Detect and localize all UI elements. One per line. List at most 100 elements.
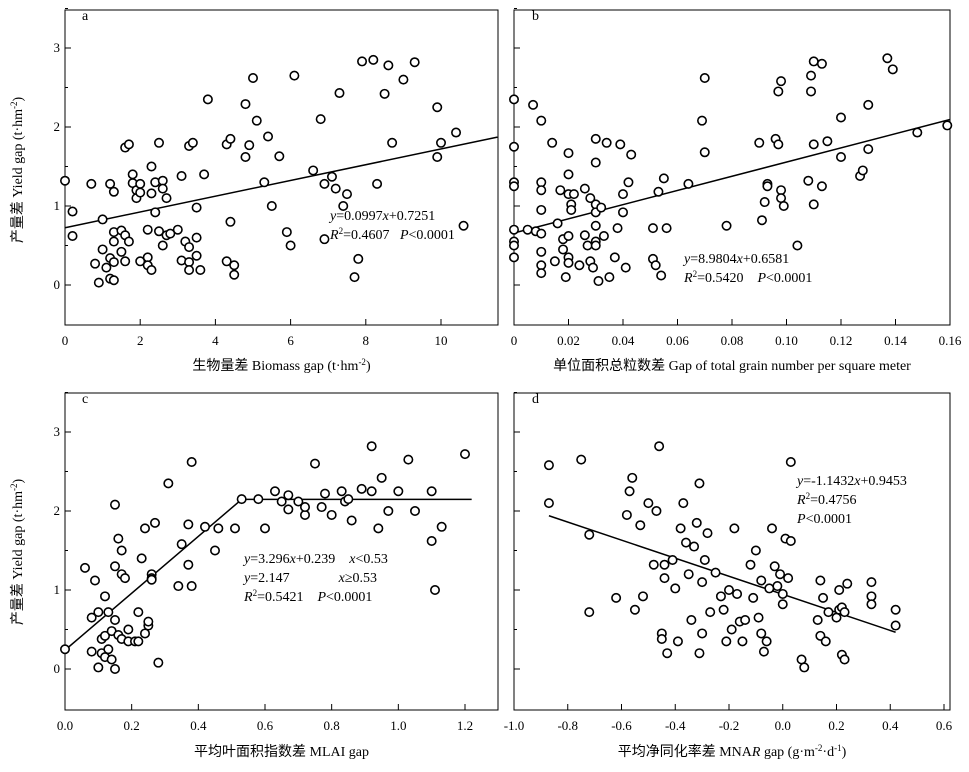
x-tick-label: 2 [137, 333, 144, 348]
data-point [289, 70, 300, 81]
data-point [409, 57, 420, 68]
panel-c: 0 1 2 3 0.0 0.2 0.4 0.6 0.8 1.0 1.2 c 平均叶面积指数差 MLAI … [9, 392, 499, 760]
data-point [697, 628, 708, 639]
data-point [281, 227, 292, 238]
y-ticks [514, 8, 520, 286]
data-point [656, 270, 667, 281]
x-tick-label: 6 [287, 333, 294, 348]
data-point [176, 539, 187, 550]
data-point [101, 262, 112, 273]
data-point [543, 498, 554, 509]
data-point [890, 620, 901, 631]
data-point [341, 189, 352, 200]
equation-line: R2=0.5421 P<0.0001 [243, 588, 372, 605]
data-point [815, 575, 826, 586]
regression-line [513, 118, 951, 234]
data-point [103, 607, 114, 618]
data-point [508, 94, 519, 105]
regression-equation: y=-1.1432x+0.9453 R2=0.4756 P<0.0001 [795, 474, 907, 527]
data-point [750, 545, 761, 556]
data-point [584, 607, 595, 618]
data-point [376, 472, 387, 483]
data-point [186, 581, 197, 592]
data-point [762, 181, 773, 192]
x-tick-label: 0.2 [828, 718, 844, 733]
data-point [912, 127, 923, 138]
data-point [756, 215, 767, 226]
y-ticks: 0 1 2 3 [54, 8, 71, 292]
y-tick-label: 2 [54, 119, 61, 134]
data-point [353, 253, 364, 264]
data-point [806, 86, 817, 97]
data-point [699, 73, 710, 84]
data-point [93, 662, 104, 673]
data-point [942, 120, 953, 131]
x-tick-label: -1.0 [504, 718, 525, 733]
data-point [566, 204, 577, 215]
data-point [110, 663, 121, 674]
data-point [93, 607, 104, 618]
data-point [409, 505, 420, 516]
x-tick-label: 0.0 [775, 718, 791, 733]
x-tick-label: 0.8 [324, 718, 340, 733]
data-point [120, 256, 131, 267]
data-point [315, 114, 326, 125]
data-point [176, 170, 187, 181]
data-point [403, 454, 414, 465]
data-point [785, 457, 796, 468]
x-tick-label: 8 [363, 333, 370, 348]
data-point [165, 228, 176, 239]
y-tick-label: 1 [54, 582, 61, 597]
data-point [326, 171, 337, 182]
data-point [783, 573, 794, 584]
x-tick-label: 0.12 [830, 333, 853, 348]
panel-a: 0 1 2 3 0 2 4 6 8 10 a 生物量差 Biomass gap (t·hm-2) 产量差… [9, 8, 499, 374]
data-point [508, 181, 519, 192]
data-point [259, 177, 270, 188]
data-point [792, 240, 803, 251]
data-point [346, 515, 357, 526]
x-axis-label: 平均叶面积指数差 MLAI gap [194, 744, 369, 760]
data-point [549, 256, 560, 267]
x-tick-label: 0.04 [612, 333, 635, 348]
y-axis-label: 产量差 Yield gap (t·hm-2) [9, 97, 26, 244]
data-point [236, 494, 247, 505]
x-ticks: 0 0.02 0.04 0.06 0.08 0.10 0.12 0.14 0.16 [511, 319, 962, 348]
data-point [398, 74, 409, 85]
data-point [319, 234, 330, 245]
data-point [184, 264, 195, 275]
data-point [596, 202, 607, 213]
y-ticks: 0 1 2 3 [54, 392, 71, 676]
data-point [555, 185, 566, 196]
data-point [334, 88, 345, 99]
data-point [319, 178, 330, 189]
data-point [648, 559, 659, 570]
equation-line: R2=0.5420 P<0.0001 [683, 269, 812, 286]
data-point [142, 224, 153, 235]
x-tick-label: 1.2 [457, 718, 473, 733]
data-point [560, 272, 571, 283]
data-point [435, 137, 446, 148]
x-tick-label: 0.06 [666, 333, 689, 348]
data-point [86, 178, 97, 189]
data-point [161, 193, 172, 204]
data-point [697, 115, 708, 126]
data-point [146, 264, 157, 275]
data-point [699, 147, 710, 158]
data-point [105, 178, 116, 189]
data-point [536, 228, 547, 239]
data-point [563, 257, 574, 268]
data-point [373, 523, 384, 534]
data-point [308, 165, 319, 176]
equation-line: y=3.296x+0.239 x<0.53 [242, 552, 388, 567]
data-point [761, 636, 772, 647]
data-point [766, 523, 777, 534]
data-point [621, 509, 632, 520]
equation-line: y=0.0997x+0.7251 [328, 209, 435, 224]
data-point [702, 528, 713, 539]
data-point [710, 567, 721, 578]
data-point [579, 230, 590, 241]
data-point [90, 575, 101, 586]
x-tick-label: 10 [435, 333, 448, 348]
data-point [823, 607, 834, 618]
